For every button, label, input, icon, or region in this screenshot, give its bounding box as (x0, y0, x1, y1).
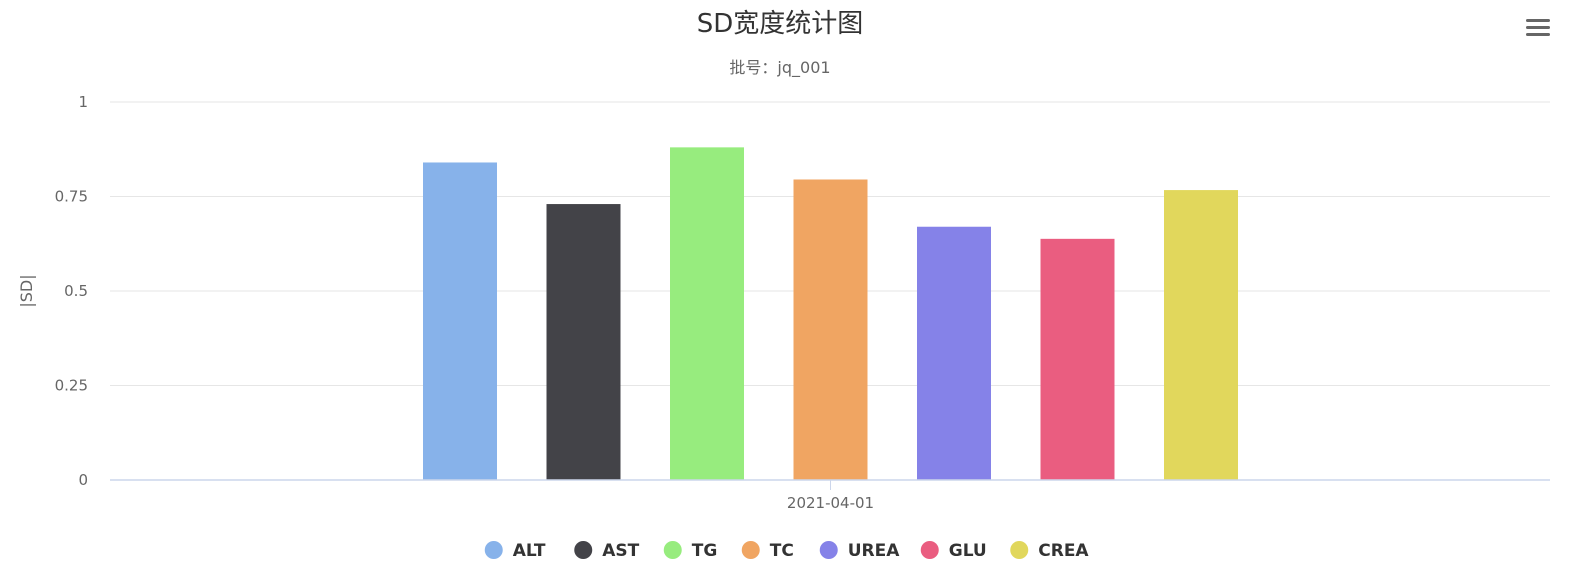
chart-title: SD宽度统计图 (697, 9, 864, 39)
bar-ast[interactable] (546, 204, 621, 480)
legend-marker (819, 541, 838, 559)
hamburger-menu-icon[interactable] (1524, 16, 1552, 42)
bar-glu[interactable] (1040, 238, 1115, 480)
legend-item-ast[interactable]: AST (574, 541, 640, 561)
legend-item-tc[interactable]: TC (741, 541, 794, 561)
legend-item-crea[interactable]: CREA (1010, 541, 1089, 561)
y-tick-label: 0.75 (55, 188, 88, 206)
y-tick-label: 0.25 (55, 377, 88, 395)
y-tick-label: 0 (78, 471, 88, 489)
legend-label: AST (602, 541, 639, 561)
menu-line (1526, 33, 1550, 36)
legend-marker (920, 541, 939, 559)
legend-item-tg[interactable]: TG (663, 541, 718, 561)
legend-marker (574, 541, 593, 559)
legend-label: UREA (848, 541, 901, 561)
menu-line (1526, 26, 1550, 29)
x-tick-label: 2021-04-01 (787, 494, 874, 512)
legend-marker (484, 541, 503, 559)
legend-item-alt[interactable]: ALT (484, 541, 546, 561)
legend-marker (741, 541, 760, 559)
bar-tg[interactable] (670, 147, 744, 481)
bar-tc[interactable] (793, 179, 868, 481)
legend-marker (1010, 541, 1029, 559)
legend-marker (663, 541, 682, 559)
legend-label: ALT (513, 541, 546, 561)
legend-label: CREA (1038, 541, 1089, 561)
y-axis-label: |SD| (17, 274, 36, 307)
legend: ALT AST TG TC UREA GLU CREA (484, 541, 1089, 561)
chart-subtitle: 批号：jq_001 (729, 58, 830, 78)
bar-alt[interactable] (423, 162, 497, 481)
y-tick-label: 0.5 (64, 282, 88, 300)
menu-line (1526, 19, 1550, 22)
legend-item-glu[interactable]: GLU (920, 541, 987, 561)
bar-urea[interactable] (917, 226, 991, 480)
bars (423, 147, 1238, 481)
legend-label: TG (692, 541, 718, 561)
legend-item-urea[interactable]: UREA (819, 541, 901, 561)
legend-label: GLU (949, 541, 987, 561)
bar-crea[interactable] (1164, 190, 1238, 480)
y-tick-label: 1 (78, 93, 88, 111)
x-axis: 2021-04-01 (110, 479, 1550, 512)
legend-label: TC (770, 541, 794, 561)
y-axis-ticks: 0 0.25 0.5 0.75 1 (55, 93, 88, 489)
